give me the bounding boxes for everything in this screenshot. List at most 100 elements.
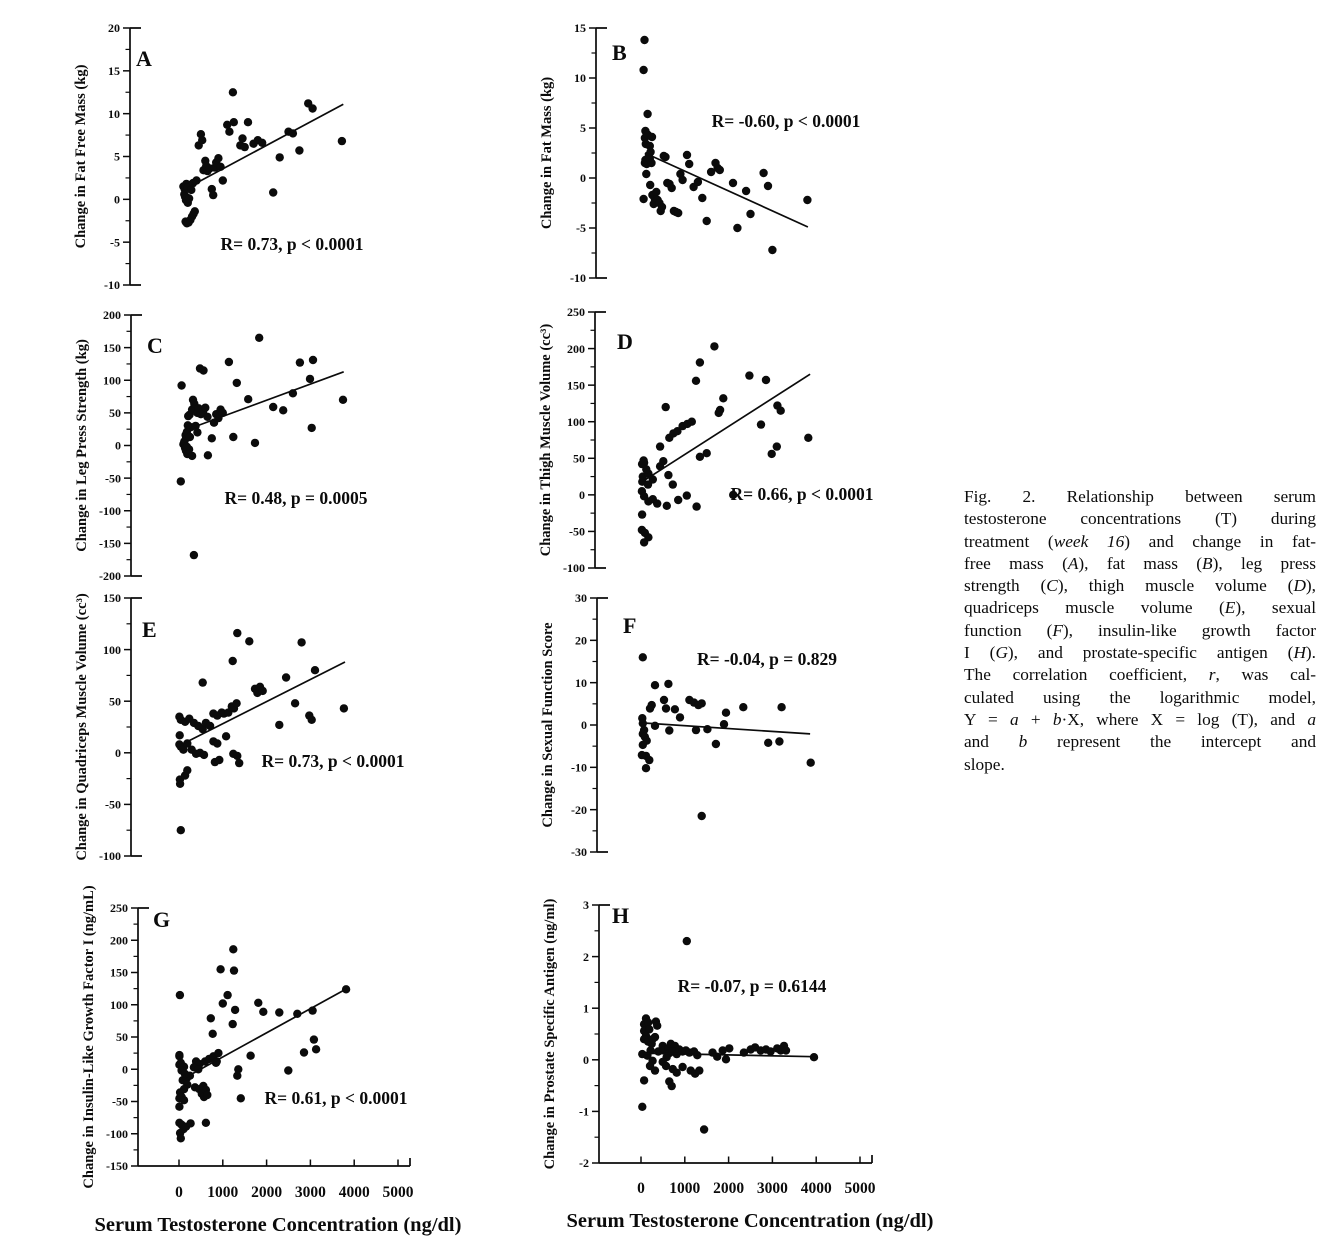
y-tick-label: 0 bbox=[115, 439, 121, 453]
scatter-point bbox=[201, 403, 210, 412]
scatter-point bbox=[236, 1094, 245, 1103]
y-tick-label: 5 bbox=[114, 150, 120, 164]
scatter-point bbox=[668, 480, 677, 489]
caption-line: The correlation coefficient, r, was cal- bbox=[964, 664, 1316, 686]
scatter-point bbox=[232, 378, 241, 388]
scatter-point bbox=[673, 427, 682, 436]
caption-line: testosterone concentrations (T) during bbox=[964, 508, 1316, 530]
panel-letter: F bbox=[623, 613, 636, 638]
scatter-point bbox=[176, 826, 185, 835]
scatter-point bbox=[695, 1066, 704, 1075]
scatter-point bbox=[661, 402, 670, 412]
scatter-point bbox=[766, 1047, 775, 1056]
scatter-point bbox=[198, 724, 207, 734]
scatter-point bbox=[275, 720, 284, 730]
scatter-point bbox=[311, 1045, 321, 1054]
scatter-point bbox=[338, 395, 348, 404]
scatter-point bbox=[308, 355, 318, 365]
plot-E: 150 100 50 0 -50 -100 Change in Quadriceps Mus… bbox=[74, 591, 404, 863]
scatter-point bbox=[176, 1134, 185, 1143]
y-tick-label: 20 bbox=[108, 21, 120, 35]
scatter-point bbox=[175, 990, 185, 1000]
panel-letter: E bbox=[142, 617, 157, 642]
y-axis-title: Change in Quadriceps Muscle Volume (cc³) bbox=[74, 593, 90, 861]
scatter-point bbox=[228, 88, 238, 97]
scatter-point bbox=[176, 477, 185, 486]
scatter-point bbox=[208, 1029, 217, 1039]
scatter-point bbox=[229, 118, 238, 127]
caption-line: I (G), and prostate-specific antigen (H)… bbox=[964, 642, 1316, 664]
caption-italic-text: B bbox=[1202, 553, 1213, 573]
scatter-point bbox=[198, 678, 207, 687]
y-tick-label: 50 bbox=[109, 406, 121, 420]
scatter-point bbox=[803, 195, 812, 205]
y-tick-label: -50 bbox=[112, 1095, 128, 1109]
scatter-point bbox=[275, 1008, 284, 1017]
y-tick-label: 0 bbox=[115, 746, 121, 760]
scatter-point bbox=[638, 740, 647, 750]
correlation-label: R= 0.48, p = 0.0005 bbox=[225, 488, 368, 508]
plot-B: 15 10 5 0 -5 -10 Change in Fat Mass (kg) B R= -0… bbox=[539, 21, 860, 285]
y-axis-title: Change in Fat Free Mass (kg) bbox=[73, 64, 89, 248]
correlation-label: R= 0.66, p < 0.0001 bbox=[731, 484, 874, 504]
scatter-point bbox=[639, 456, 648, 465]
caption-italic-text: C bbox=[1046, 576, 1058, 596]
y-tick-label: -30 bbox=[571, 845, 587, 859]
scatter-point bbox=[246, 1051, 255, 1060]
caption-italic-text: H bbox=[1293, 643, 1306, 663]
scatter-point bbox=[645, 1025, 654, 1034]
caption-text: ), sexual bbox=[1235, 598, 1317, 618]
scatter-point bbox=[695, 358, 705, 367]
y-tick-label: -100 bbox=[106, 1127, 128, 1141]
scatter-point bbox=[776, 406, 785, 415]
scatter-point bbox=[661, 1061, 671, 1071]
scatter-point bbox=[213, 739, 222, 748]
scatter-point bbox=[691, 376, 701, 385]
scatter-point bbox=[209, 190, 218, 200]
scatter-point bbox=[678, 175, 687, 185]
scatter-point bbox=[648, 1035, 657, 1044]
caption-line: function (F), insulin-like growth factor bbox=[964, 620, 1316, 642]
caption-text: , was cal- bbox=[1215, 665, 1317, 685]
scatter-point bbox=[232, 699, 241, 708]
y-axis-title: Change in Prostate Specific Antigen (ng/… bbox=[542, 898, 558, 1169]
scatter-point bbox=[258, 686, 267, 696]
caption-text: ), bbox=[1305, 576, 1316, 596]
scatter-point bbox=[674, 495, 683, 505]
caption-italic-text: D bbox=[1293, 576, 1306, 596]
correlation-label: R= 0.73, p < 0.0001 bbox=[221, 234, 364, 254]
y-tick-label: 10 bbox=[574, 71, 586, 85]
scatter-point bbox=[659, 695, 669, 705]
scatter-point bbox=[295, 358, 305, 367]
x-axis bbox=[599, 1155, 873, 1164]
scatter-point bbox=[767, 449, 776, 459]
scatter-point bbox=[189, 550, 199, 560]
y-tick-label: 50 bbox=[116, 1030, 128, 1044]
scatter-point bbox=[693, 1051, 702, 1060]
caption-text: strength ( bbox=[964, 576, 1047, 596]
y-tick-label: 0 bbox=[580, 171, 586, 185]
caption-line: culated using the logarithmic model, bbox=[964, 687, 1316, 709]
y-axis bbox=[596, 597, 608, 853]
caption-text: free mass ( bbox=[964, 553, 1068, 573]
scatter-point bbox=[739, 703, 748, 712]
scatter-point bbox=[645, 755, 654, 765]
scatter-point bbox=[229, 966, 239, 975]
scatter-point bbox=[203, 451, 213, 460]
panel-letter: D bbox=[617, 329, 633, 354]
y-tick-label: -20 bbox=[571, 803, 587, 817]
scatter-point bbox=[307, 715, 316, 724]
scatter-point bbox=[697, 699, 706, 708]
caption-text: ), leg press bbox=[1212, 553, 1316, 573]
y-tick-label: -200 bbox=[99, 569, 121, 583]
x-tick-label: 4000 bbox=[801, 1180, 832, 1197]
scatter-point bbox=[647, 158, 656, 168]
y-axis-title: Change in Insulin-Like Growth Factor I (… bbox=[81, 885, 97, 1188]
scatter-point bbox=[728, 178, 738, 188]
scatter-point bbox=[293, 1009, 302, 1018]
scatter-point bbox=[685, 159, 694, 169]
scatter-point bbox=[309, 1035, 319, 1044]
x-tick-label: 2000 bbox=[251, 1184, 282, 1201]
panel-letter: B bbox=[612, 40, 627, 65]
